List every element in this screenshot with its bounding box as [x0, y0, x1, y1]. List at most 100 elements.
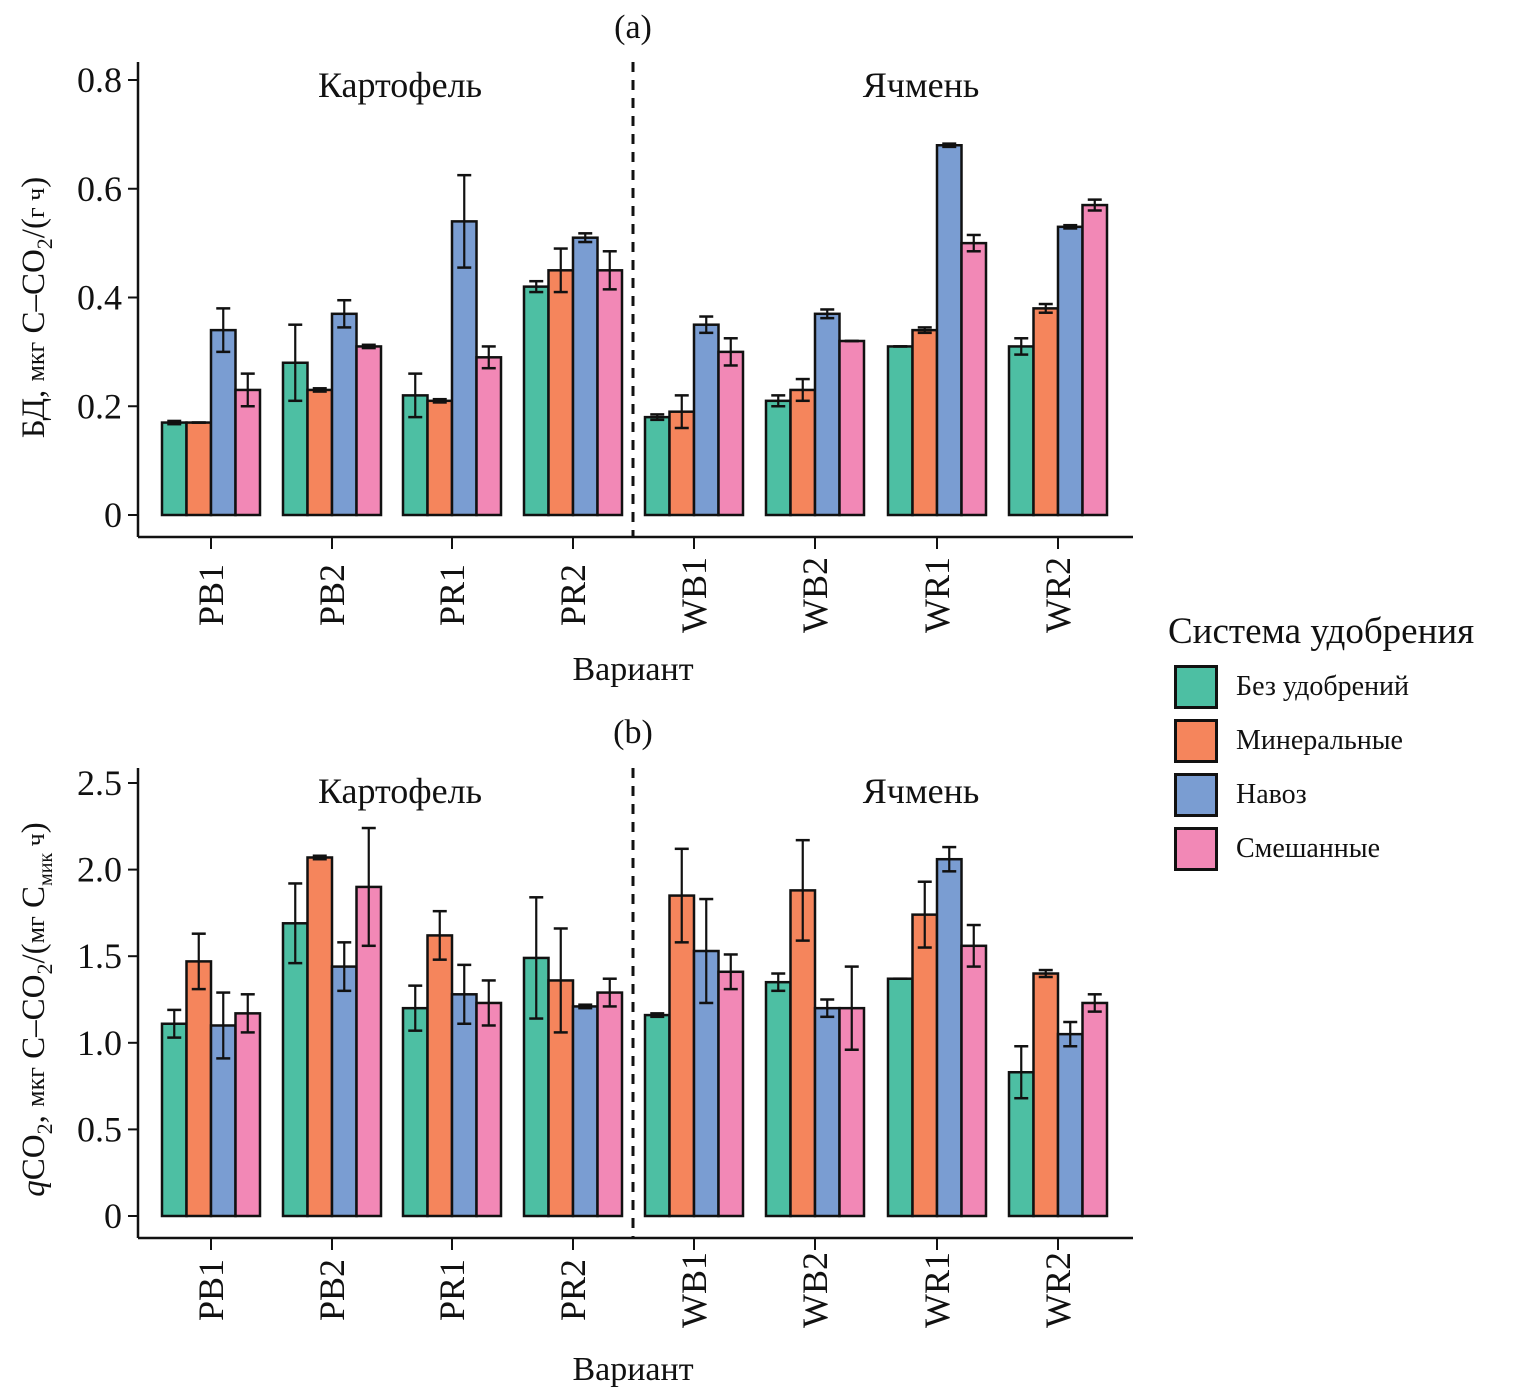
y-axis-label: qCO2, мкг C–CO2/(мг Cмик ч): [16, 822, 57, 1196]
y-tick-label: 0.4: [77, 278, 122, 318]
bar: [160, 1022, 188, 1218]
bar: [643, 415, 671, 517]
bar: [1056, 225, 1084, 517]
bar: [330, 965, 358, 1218]
y-tick-label: 0.2: [77, 386, 122, 426]
x-tick-label: WR2: [1038, 1252, 1078, 1328]
bar: [764, 399, 792, 517]
bar: [281, 922, 309, 1218]
legend-item-no-fertilizer: Без удобрений: [1168, 661, 1474, 713]
bar: [886, 345, 914, 517]
bar: [160, 421, 188, 517]
panel-title: (b): [613, 714, 653, 751]
bar: [475, 356, 503, 517]
y-tick-label: 1.0: [77, 1023, 122, 1063]
y-tick-label: 0.6: [77, 169, 122, 209]
panel-b: (b) 0 0.5 1.0 1.5 2.0 2.5 qCO2, мкг C–CO2/(мг C…: [16, 714, 1133, 1388]
bar: [960, 241, 988, 517]
x-tick-label: WR1: [917, 1252, 957, 1328]
bar: [813, 1006, 841, 1218]
legend-swatch: [1174, 827, 1218, 871]
x-tick-label: PB2: [312, 564, 352, 626]
y-tick-label: 0.5: [77, 1109, 122, 1149]
bar: [911, 328, 939, 517]
bar: [426, 399, 454, 517]
bar: [764, 980, 792, 1218]
x-tick-label: PR2: [553, 564, 593, 626]
legend-swatch: [1174, 773, 1218, 817]
crop-group-label: Картофель: [318, 771, 482, 811]
bar: [717, 350, 745, 517]
bar: [401, 1006, 429, 1218]
bar: [209, 328, 237, 517]
legend-label: Без удобрений: [1236, 671, 1410, 702]
x-tick-label: WR1: [917, 557, 957, 633]
bar: [838, 339, 866, 517]
panel-title: (a): [614, 9, 652, 46]
legend-swatch: [1174, 665, 1218, 709]
bar: [935, 857, 963, 1218]
x-tick-label: PB1: [191, 564, 231, 626]
x-axis-label: Вариант: [572, 1351, 693, 1388]
bar: [1081, 1001, 1109, 1218]
y-tick-label: 0: [104, 495, 122, 535]
bar: [185, 960, 213, 1218]
bar: [571, 1005, 599, 1218]
bar: [596, 269, 624, 517]
legend-label: Смешанные: [1236, 833, 1381, 864]
legend-title: Система удобрения: [1168, 611, 1475, 652]
bar: [1032, 307, 1060, 517]
legend-item-mineral: Минеральные: [1168, 715, 1474, 767]
bar: [935, 144, 963, 517]
y-tick-label: 0.8: [77, 60, 122, 100]
x-tick-label: PR1: [432, 564, 472, 626]
bar: [668, 894, 696, 1218]
y-tick-label: 2.5: [77, 763, 122, 803]
bar: [547, 269, 575, 517]
bar: [1032, 972, 1060, 1218]
bar: [306, 856, 334, 1218]
x-tick-label: WB2: [795, 1252, 835, 1328]
x-tick-label: WR2: [1038, 557, 1078, 633]
x-tick-label: PB2: [312, 1259, 352, 1321]
bar: [1081, 203, 1109, 517]
x-tick-label: WB1: [674, 557, 714, 633]
bar: [330, 312, 358, 517]
bar: [185, 421, 213, 517]
bar: [911, 913, 939, 1218]
bar: [643, 1013, 671, 1218]
x-tick-label: PB1: [191, 1259, 231, 1321]
y-tick-label: 0: [104, 1196, 122, 1236]
legend-item-mixed: Смешанные: [1168, 823, 1474, 875]
bar: [426, 934, 454, 1218]
bar: [717, 970, 745, 1218]
crop-group-label: Картофель: [318, 65, 482, 105]
y-tick-label: 1.5: [77, 936, 122, 976]
panel-a: (a) 0 0.2 0.4 0.6 0.8 БД, мкг C–CO2/(г ч) Карто…: [16, 9, 1133, 688]
bar: [692, 323, 720, 517]
legend-swatch: [1174, 719, 1218, 763]
bar: [450, 993, 478, 1218]
legend: Система удобрения Без удобрений Минераль…: [1168, 610, 1474, 877]
bar: [960, 944, 988, 1218]
bar: [789, 388, 817, 517]
x-tick-label: WB2: [795, 557, 835, 633]
bar: [596, 991, 624, 1218]
bar: [355, 345, 383, 517]
legend-item-manure: Навоз: [1168, 769, 1474, 821]
legend-label: Минеральные: [1236, 725, 1403, 756]
legend-label: Навоз: [1236, 779, 1307, 810]
bar: [522, 285, 550, 517]
x-tick-label: WB1: [674, 1252, 714, 1328]
bar: [234, 388, 262, 517]
bar: [1007, 345, 1035, 517]
bar: [234, 1012, 262, 1218]
x-axis-label: Вариант: [572, 651, 693, 688]
x-tick-label: PR2: [553, 1259, 593, 1321]
y-axis-label: БД, мкг C–CO2/(г ч): [16, 177, 57, 438]
crop-group-label: Ячмень: [863, 771, 980, 811]
bar: [886, 977, 914, 1218]
bar: [813, 312, 841, 517]
x-tick-label: PR1: [432, 1259, 472, 1321]
